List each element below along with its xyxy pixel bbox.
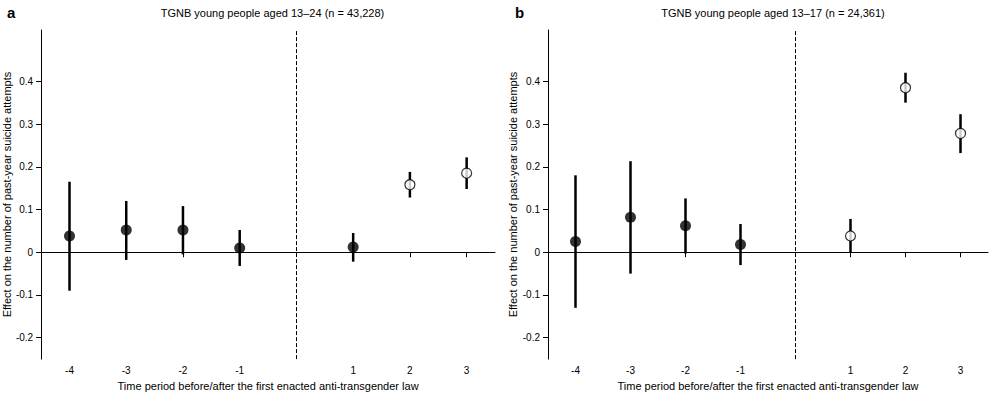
svg-text:Time period before/after the f: Time period before/after the first enact… bbox=[118, 380, 419, 392]
svg-text:1: 1 bbox=[350, 365, 356, 376]
svg-text:0.1: 0.1 bbox=[526, 204, 540, 215]
svg-text:0.1: 0.1 bbox=[19, 204, 33, 215]
svg-text:0.2: 0.2 bbox=[526, 161, 540, 172]
svg-text:-0.1: -0.1 bbox=[523, 289, 541, 300]
svg-text:0: 0 bbox=[28, 247, 34, 258]
svg-text:-1: -1 bbox=[736, 365, 745, 376]
svg-text:TGNB young people aged 13–24 (: TGNB young people aged 13–24 (n = 43,228… bbox=[161, 7, 385, 19]
svg-text:-2: -2 bbox=[179, 365, 188, 376]
svg-text:0.3: 0.3 bbox=[19, 119, 33, 130]
svg-text:0.4: 0.4 bbox=[19, 76, 33, 87]
svg-text:1: 1 bbox=[848, 365, 854, 376]
svg-text:-4: -4 bbox=[65, 365, 74, 376]
svg-text:2: 2 bbox=[407, 365, 413, 376]
svg-text:-2: -2 bbox=[681, 365, 690, 376]
svg-text:3: 3 bbox=[464, 365, 470, 376]
svg-text:Time period before/after the f: Time period before/after the first enact… bbox=[617, 380, 918, 392]
svg-text:0.4: 0.4 bbox=[526, 76, 540, 87]
svg-text:-0.2: -0.2 bbox=[523, 332, 541, 343]
svg-text:0: 0 bbox=[534, 247, 540, 258]
svg-text:-3: -3 bbox=[626, 365, 635, 376]
svg-text:-3: -3 bbox=[122, 365, 131, 376]
svg-text:-0.2: -0.2 bbox=[16, 332, 34, 343]
svg-text:0.3: 0.3 bbox=[526, 119, 540, 130]
svg-text:-0.1: -0.1 bbox=[16, 289, 34, 300]
svg-text:3: 3 bbox=[958, 365, 964, 376]
svg-text:b: b bbox=[515, 4, 524, 21]
svg-text:-1: -1 bbox=[235, 365, 244, 376]
svg-text:-4: -4 bbox=[571, 365, 580, 376]
svg-text:TGNB young people aged 13–17 (: TGNB young people aged 13–17 (n = 24,361… bbox=[661, 7, 885, 19]
svg-text:2: 2 bbox=[903, 365, 909, 376]
svg-text:a: a bbox=[7, 4, 16, 21]
svg-text:Effect on the number of past-y: Effect on the number of past-year suicid… bbox=[507, 71, 519, 317]
svg-text:Effect on the number of past-y: Effect on the number of past-year suicid… bbox=[1, 71, 13, 317]
svg-text:0.2: 0.2 bbox=[19, 161, 33, 172]
